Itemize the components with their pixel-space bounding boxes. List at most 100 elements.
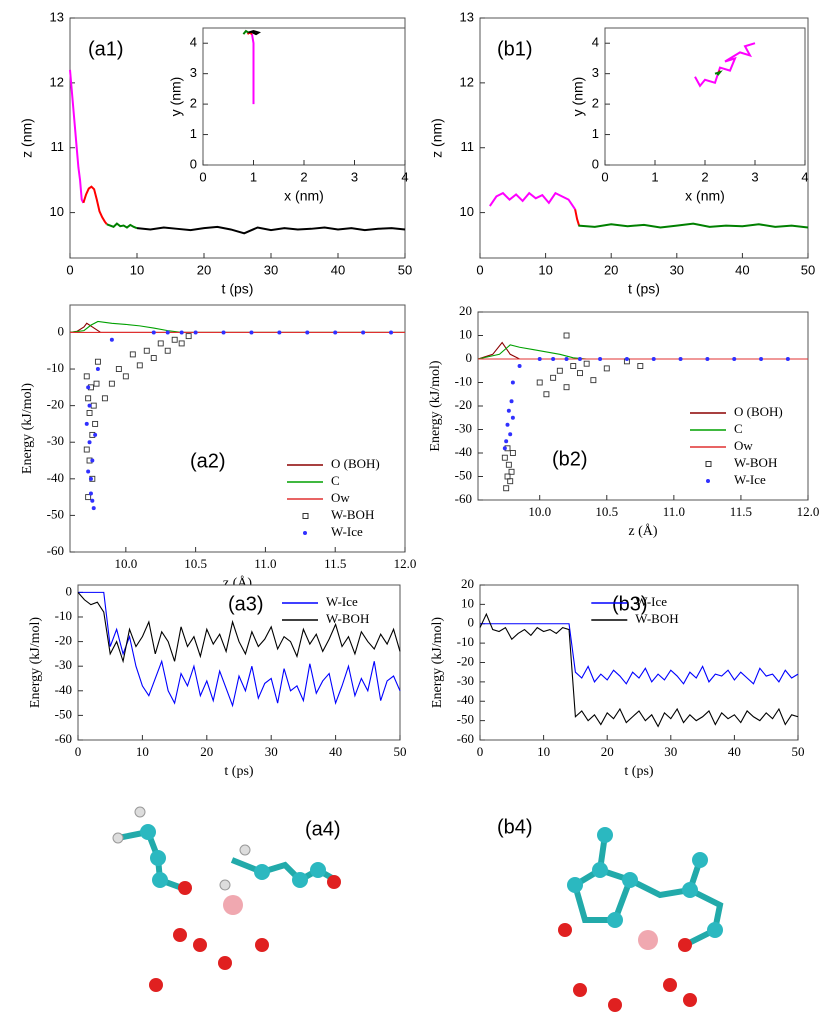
scatter-point	[651, 357, 656, 361]
y-axis-label: y (nm)	[570, 77, 586, 117]
x-tick-label: 11.5	[324, 556, 346, 571]
y-tick-label: 12	[50, 74, 64, 89]
x-tick-label: 4	[401, 169, 408, 184]
scatter-point	[305, 330, 310, 335]
y-tick-label: 11	[461, 139, 475, 154]
oxygen	[173, 928, 187, 942]
x-tick-label: 4	[801, 169, 808, 184]
scatter-point	[115, 366, 122, 372]
chart-panel: 10.0 10.5 11.0 11.5 12.00-10-20-30-40-50-60z…	[20, 304, 416, 591]
scatter-point	[510, 380, 515, 385]
scatter-point	[92, 420, 99, 427]
legend-label: W-Ice	[734, 472, 766, 487]
scatter-point	[86, 385, 91, 390]
y-tick-label: 13	[50, 9, 64, 24]
series-line	[479, 612, 799, 728]
y-tick-label: -10	[55, 608, 72, 623]
plot-frame	[69, 304, 406, 553]
scatter-point	[93, 380, 100, 387]
x-axis-label: x (nm)	[685, 188, 725, 204]
x-tick-label: 20	[197, 262, 211, 277]
legend-marker	[705, 461, 712, 467]
scatter-point	[84, 421, 89, 426]
scatter-point	[505, 461, 512, 468]
y-tick-label: -20	[457, 653, 474, 668]
y-tick-label: 20	[461, 576, 474, 591]
scatter-point	[94, 358, 101, 365]
legend-label: O (BOH)	[331, 456, 380, 471]
carbon	[567, 877, 583, 893]
scatter-point	[85, 395, 92, 402]
atoms-b	[558, 827, 723, 1012]
scatter-point	[165, 330, 170, 335]
plot-frame	[77, 584, 401, 741]
scatter-point	[759, 357, 764, 361]
series-line	[106, 222, 138, 230]
scatter-point	[179, 330, 184, 335]
series-line	[489, 191, 576, 210]
scatter-point	[150, 355, 157, 362]
scatter-point	[87, 440, 92, 445]
x-axis-label: x (nm)	[284, 188, 324, 204]
scatter-point	[508, 468, 515, 475]
x-axis-label: z (Å)	[628, 523, 657, 539]
scatter-point	[277, 330, 282, 335]
y-axis-label: z (nm)	[429, 118, 445, 158]
x-tick-label: 40	[329, 744, 342, 759]
legend-label: Ow	[734, 438, 753, 453]
x-axis-label: t (ps)	[628, 281, 660, 297]
scatter-point	[506, 408, 511, 413]
scatter-point	[570, 363, 577, 369]
chart-panel: 0 1 2 3 4 0 1 2 3 4 x (nm) y (nm)	[570, 27, 809, 204]
x-tick-label: 50	[394, 744, 407, 759]
scatter-point	[598, 357, 603, 361]
scatter-point	[93, 432, 98, 437]
y-tick-label: -50	[47, 506, 64, 521]
y-tick-label: -40	[457, 692, 474, 707]
scatter-point	[143, 347, 150, 354]
series-line	[578, 222, 809, 229]
legend-label: W-Ice	[326, 594, 358, 609]
legend-label: C	[331, 473, 340, 488]
y-tick-label: 0	[466, 350, 473, 365]
scatter-point	[95, 367, 100, 372]
x-tick-label: 0	[75, 744, 82, 759]
y-tick-label: 10	[460, 204, 474, 219]
y-axis-label: Energy (kJ/mol)	[428, 360, 443, 451]
scatter-point	[122, 373, 129, 380]
panel-label: (a3)	[228, 593, 264, 615]
oxygen	[193, 938, 207, 952]
carbon	[150, 850, 166, 866]
x-tick-label: 0	[199, 169, 206, 184]
scatter-point	[151, 330, 156, 335]
x-tick-label: 20	[604, 262, 618, 277]
hydrogen	[112, 832, 124, 844]
scatter-point	[785, 357, 790, 361]
scatter-point	[556, 367, 563, 374]
carbon	[152, 872, 168, 888]
y-tick-label: -50	[55, 706, 72, 721]
scatter-point	[563, 332, 570, 339]
scatter-point	[249, 330, 254, 335]
scatter-point	[503, 485, 510, 492]
y-tick-label: 3	[592, 65, 599, 80]
y-tick-label: 10	[459, 326, 472, 341]
chart-panel: 0 10 20 30 40 50 20 10 0 -10 -20 -30 -40 -50 -60 t (ps)…	[430, 576, 804, 779]
x-tick-label: 30	[670, 262, 684, 277]
scatter-point	[178, 340, 185, 347]
x-tick-label: 10	[538, 262, 552, 277]
scatter-point	[517, 364, 522, 369]
chart-panel: 10.0 10.5 11.0 11.5 12.0 20 10 0 -10 -20 -30 -40 -50…	[428, 303, 819, 539]
y-tick-label: 1	[190, 126, 197, 141]
series-line	[136, 225, 406, 235]
oxygen	[149, 978, 163, 992]
y-tick-label: -60	[47, 543, 64, 558]
legend-marker	[303, 531, 307, 535]
legend-label: Ow	[331, 490, 350, 505]
scatter-point	[583, 360, 590, 367]
series-line	[69, 320, 405, 333]
legend-label: W-Ice	[635, 594, 667, 609]
scatter-point	[550, 374, 557, 381]
y-tick-label: 0	[190, 156, 197, 171]
boron	[638, 930, 658, 950]
